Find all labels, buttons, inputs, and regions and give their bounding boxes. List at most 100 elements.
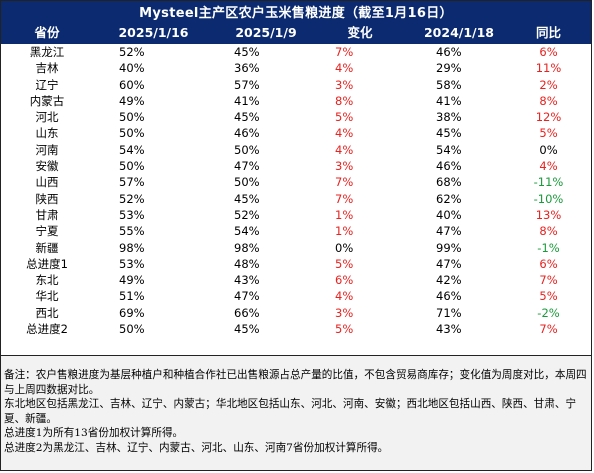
yoy-cell: 2% [539,77,558,92]
change-cell: 3% [335,305,354,320]
value-2024-01-18-cell: 38% [436,110,462,125]
note-line: 总进度2为黑龙江、吉林、辽宁、内蒙古、河北、山东、河南7省份加权计算所得。 [4,441,389,454]
value-2025-01-09-cell: 41% [234,93,260,108]
province-cell: 新疆 [35,240,59,255]
change-cell: 3% [335,77,354,92]
yoy-cell: 4% [539,159,558,174]
yoy-cell: 8% [539,224,558,239]
yoy-cell: 0% [539,142,558,157]
change-cell: 8% [335,93,354,108]
value-2025-01-16-cell: 69% [119,305,145,320]
province-cell: 安徽 [35,159,59,174]
value-2025-01-16-cell: 54% [119,142,145,157]
value-2025-01-09-cell: 50% [234,142,260,157]
yoy-cell: 5% [539,289,558,304]
province-cell: 陕西 [35,191,59,206]
value-2025-01-16-cell: 53% [119,207,145,222]
table-row: 华北 51% 47% 4% 46% 5% [1,288,591,304]
value-2025-01-09-cell: 45% [234,45,260,59]
province-cell: 黑龙江 [29,45,65,59]
change-cell: 1% [335,224,354,239]
change-cell: 6% [335,273,354,288]
value-2024-01-18-cell: 46% [436,45,462,59]
value-2025-01-16-cell: 53% [119,256,145,271]
province-cell: 内蒙古 [29,93,65,108]
value-2025-01-16-cell: 55% [119,224,145,239]
table-row: 陕西 52% 45% 7% 62% -10% [1,191,591,207]
yoy-cell: 7% [539,322,558,337]
value-2025-01-16-cell: 52% [119,45,145,59]
table-row: 总进度1 53% 48% 5% 47% 6% [1,256,591,272]
table-row: 东北 49% 43% 6% 42% 7% [1,272,591,288]
yoy-cell: 6% [539,256,558,271]
header-province: 省份 [34,25,60,40]
table-row: 河南 54% 50% 4% 54% 0% [1,142,591,158]
province-cell: 华北 [35,289,59,304]
value-2025-01-09-cell: 52% [234,207,260,222]
value-2024-01-18-cell: 45% [436,126,462,141]
value-2025-01-16-cell: 60% [119,77,145,92]
note-line: 东北地区包括黑龙江、吉林、辽宁、内蒙古；华北地区包括山东、河北、河南、安徽；西北… [4,398,577,425]
province-cell: 河北 [35,110,59,125]
change-cell: 4% [335,126,354,141]
value-2024-01-18-cell: 46% [436,289,462,304]
value-2025-01-09-cell: 50% [234,175,260,190]
change-cell: 1% [335,207,354,222]
value-2024-01-18-cell: 29% [436,61,462,76]
yoy-cell: 6% [539,45,558,59]
table-title: Mysteel主产区农户玉米售粮进度（截至1月16日） [1,1,591,22]
table-row: 宁夏 55% 54% 1% 47% 8% [1,223,591,239]
province-cell: 甘肃 [35,207,59,222]
change-cell: 0% [335,240,354,255]
value-2024-01-18-cell: 47% [436,256,462,271]
table-header: 省份 2025/1/16 2025/1/9 变化 2024/1/18 同比 [1,22,591,44]
yoy-cell: 7% [539,273,558,288]
province-cell: 吉林 [35,61,59,76]
value-2025-01-09-cell: 43% [234,273,260,288]
value-2025-01-16-cell: 50% [119,126,145,141]
value-2025-01-09-cell: 46% [234,126,260,141]
yoy-cell: 13% [535,207,562,222]
value-2025-01-09-cell: 54% [234,224,260,239]
change-cell: 5% [335,322,354,337]
note-line: 总进度1为所有13省份加权计算所得。 [4,427,184,439]
value-2024-01-18-cell: 62% [436,191,462,206]
value-2024-01-18-cell: 47% [436,224,462,239]
value-2024-01-18-cell: 71% [436,305,462,320]
value-2025-01-16-cell: 52% [119,191,145,206]
yoy-cell: -2% [537,305,560,320]
table-row: 安徽 50% 47% 3% 46% 4% [1,158,591,174]
value-2025-01-09-cell: 47% [234,289,260,304]
value-2025-01-09-cell: 45% [234,110,260,125]
value-2025-01-16-cell: 98% [119,240,145,255]
header-date-previous: 2025/1/9 [235,25,297,40]
province-cell: 山东 [35,126,59,141]
province-cell: 西北 [35,305,59,320]
table-row: 山西 57% 50% 7% 68% -11% [1,174,591,190]
value-2025-01-09-cell: 47% [234,159,260,174]
value-2025-01-16-cell: 49% [119,93,145,108]
value-2025-01-16-cell: 50% [119,110,145,125]
value-2025-01-09-cell: 48% [234,256,260,271]
change-cell: 7% [335,191,354,206]
value-2024-01-18-cell: 68% [436,175,462,190]
value-2024-01-18-cell: 54% [436,142,462,157]
change-cell: 3% [335,159,354,174]
header-date-last-year: 2024/1/18 [423,25,494,40]
value-2025-01-09-cell: 36% [234,61,260,76]
yoy-cell: 12% [535,110,562,125]
header-yoy: 同比 [535,25,561,40]
table-row: 新疆 98% 98% 0% 99% -1% [1,240,591,256]
table-row: 河北 50% 45% 5% 38% 12% [1,109,591,125]
table-row: 黑龙江 52% 45% 7% 46% 6% [1,44,591,60]
yoy-cell: 8% [539,93,558,108]
value-2024-01-18-cell: 40% [436,207,462,222]
value-2025-01-09-cell: 66% [234,305,260,320]
yoy-cell: 5% [539,126,558,141]
value-2025-01-09-cell: 57% [234,77,260,92]
table-row: 辽宁 60% 57% 3% 58% 2% [1,77,591,93]
value-2024-01-18-cell: 58% [436,77,462,92]
change-cell: 7% [335,175,354,190]
yoy-cell: -11% [533,175,564,190]
